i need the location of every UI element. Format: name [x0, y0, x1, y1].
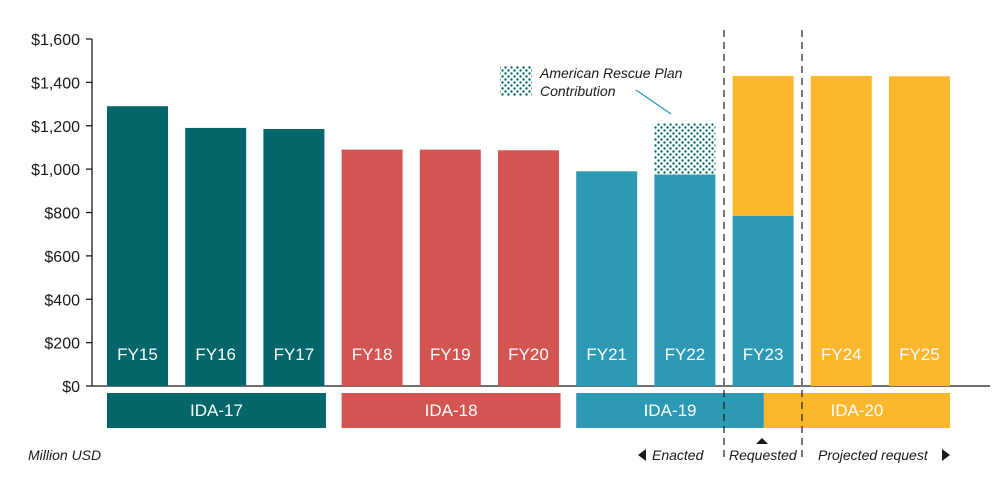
- arp-legend-swatch: [500, 66, 532, 96]
- band-label-ida-18: IDA-18: [425, 401, 478, 420]
- y-tick-label: $800: [44, 206, 80, 223]
- bar-fy23-segment-2: [732, 75, 794, 216]
- bar-label-fy21: FY21: [586, 345, 627, 364]
- bar-label-fy22: FY22: [665, 345, 706, 364]
- bar-fy19-segment-0: [419, 149, 481, 386]
- bar-fy21-segment-0: [576, 171, 638, 386]
- status-row: Enacted Requested Projected request Mill…: [28, 438, 950, 463]
- bars: FY15 FY16 FY17 FY18 FY19 FY20 FY21 FY22 FY23 FY24…: [107, 75, 950, 387]
- enacted-label: Enacted: [652, 447, 705, 463]
- annotation: American Rescue Plan Contribution: [500, 65, 683, 115]
- bar-fy16-segment-0: [185, 127, 247, 386]
- requested-arrow-icon: [756, 438, 768, 444]
- projected-arrow-icon: [942, 449, 950, 461]
- bar-fy22-segment-0: [654, 174, 716, 386]
- bar-fy25-segment-2: [889, 76, 950, 387]
- arp-annotation-line1: American Rescue Plan: [539, 65, 683, 81]
- projected-label: Projected request: [818, 447, 929, 463]
- bar-fy17-segment-0: [263, 129, 325, 387]
- y-tick-label: $0: [62, 379, 80, 396]
- band-label-ida-19: IDA-19: [644, 401, 697, 420]
- band-ida-17: [107, 393, 326, 428]
- requested-label: Requested: [729, 447, 798, 463]
- y-tick-label: $200: [44, 336, 80, 353]
- y-tick-label: $1,400: [31, 75, 80, 92]
- bar-fy15-segment-0: [107, 106, 168, 386]
- bar-fy24-segment-2: [810, 75, 872, 387]
- band-ida-18: [341, 393, 561, 428]
- band-label-ida-17: IDA-17: [190, 401, 243, 420]
- bar-label-fy25: FY25: [899, 345, 940, 364]
- replenishment-bands: IDA-17 IDA-18 IDA-19 IDA-20: [107, 393, 950, 428]
- bar-label-fy17: FY17: [274, 345, 315, 364]
- y-tick-label: $400: [44, 292, 80, 309]
- y-tick-label: $600: [44, 249, 80, 266]
- bar-label-fy15: FY15: [117, 345, 158, 364]
- unit-label: Million USD: [28, 447, 101, 463]
- bar-label-fy24: FY24: [821, 345, 862, 364]
- bar-label-fy19: FY19: [430, 345, 471, 364]
- band-label-ida-20: IDA-20: [830, 401, 883, 420]
- bar-fy18-segment-0: [341, 149, 403, 386]
- y-tick-label: $1,000: [31, 162, 80, 179]
- bar-fy22-segment-1: [654, 123, 716, 175]
- bar-label-fy16: FY16: [195, 345, 236, 364]
- band-ida-19: [576, 393, 764, 428]
- enacted-arrow-icon: [638, 449, 646, 461]
- y-tick-label: $1,600: [31, 32, 80, 49]
- bar-fy23-segment-0: [732, 215, 794, 386]
- arp-annotation-line2: Contribution: [540, 83, 616, 99]
- bar-fy20-segment-0: [498, 150, 559, 386]
- y-tick-label: $1,200: [31, 119, 80, 136]
- bar-label-fy23: FY23: [743, 345, 784, 364]
- arp-annotation-leader: [635, 89, 672, 115]
- band-ida-20: [763, 393, 950, 428]
- bar-label-fy20: FY20: [508, 345, 549, 364]
- bar-label-fy18: FY18: [352, 345, 393, 364]
